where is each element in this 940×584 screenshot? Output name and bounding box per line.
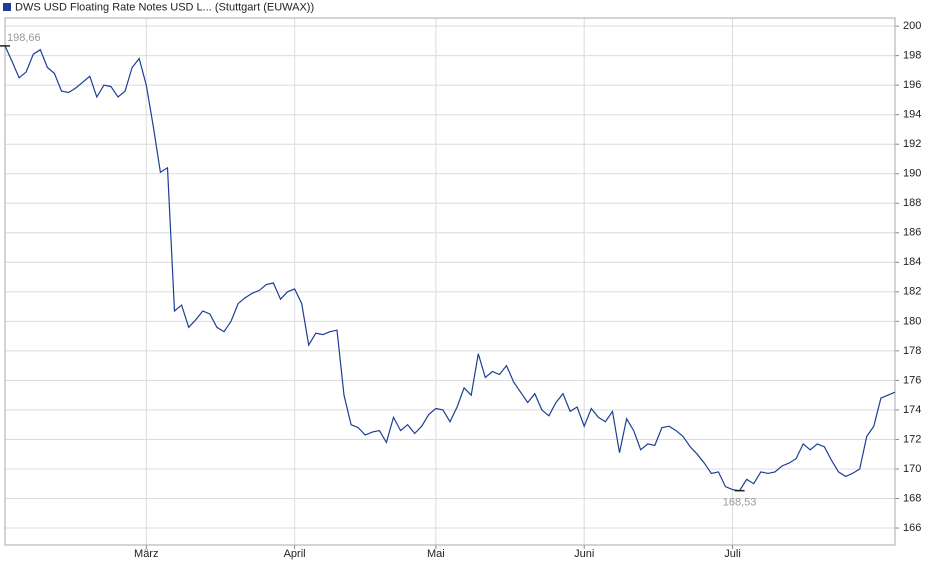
y-tick-label: 188 (903, 197, 921, 209)
y-tick-label: 196 (903, 79, 921, 91)
value-label: 168,53 (723, 497, 757, 509)
legend-label: DWS USD Floating Rate Notes USD L... (St… (15, 1, 314, 13)
y-tick-label: 182 (903, 286, 921, 298)
y-tick-label: 172 (903, 433, 921, 445)
y-tick-label: 176 (903, 374, 921, 386)
x-tick-label: Juni (574, 548, 594, 560)
x-tick-label: März (134, 548, 158, 560)
line (4, 45, 896, 492)
y-tick-label: 192 (903, 138, 921, 150)
y-tick-label: 170 (903, 463, 921, 475)
y-tick-label: 178 (903, 345, 921, 357)
y-tick-label: 180 (903, 315, 921, 327)
x-tick-label: Juli (724, 548, 741, 560)
y-tick-label: 190 (903, 168, 921, 180)
y-tick-label: 168 (903, 492, 921, 504)
x-tick-label: April (284, 548, 306, 560)
x-tick-label: Mai (427, 548, 445, 560)
value-label: 198,66 (7, 32, 41, 44)
y-tick-label: 186 (903, 227, 921, 239)
y-tick-label: 198 (903, 50, 921, 62)
y-tick-label: 174 (903, 404, 921, 416)
y-tick-label: 200 (903, 20, 921, 32)
plot-border (4, 17, 896, 546)
y-tick-label: 184 (903, 256, 921, 268)
y-tick-label: 166 (903, 522, 921, 534)
y-tick-label: 194 (903, 109, 921, 121)
legend-swatch (3, 3, 11, 11)
